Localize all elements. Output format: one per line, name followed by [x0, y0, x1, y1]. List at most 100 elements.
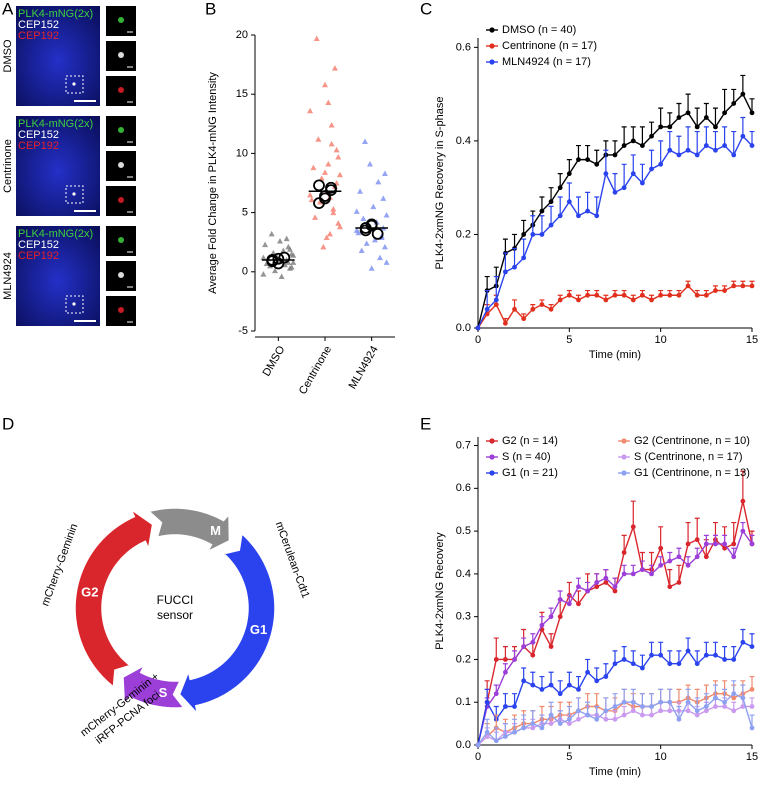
data-point	[612, 661, 618, 667]
channel-label: PLK4-mNG(2x)	[18, 8, 93, 20]
data-point	[503, 734, 508, 739]
data-point	[603, 575, 609, 581]
data-point	[640, 704, 645, 709]
cell-point	[322, 81, 328, 88]
data-point	[612, 588, 618, 594]
data-point	[557, 691, 563, 697]
data-point	[530, 639, 536, 645]
roi-box	[65, 185, 84, 204]
replicate-mean	[272, 257, 285, 270]
cell-point	[336, 223, 343, 230]
data-point	[731, 691, 737, 697]
legend-label: G2 (n = 14)	[502, 435, 558, 447]
data-point	[576, 297, 581, 303]
phase-label: M	[210, 523, 221, 538]
inset-signal	[118, 52, 124, 58]
inset-signal	[118, 162, 124, 168]
data-point	[503, 269, 508, 275]
data-point	[731, 657, 737, 662]
error-bar	[539, 215, 545, 235]
data-point	[512, 704, 517, 709]
data-point	[576, 686, 581, 692]
phase-label: G2	[81, 584, 98, 599]
cell-point	[278, 273, 285, 280]
cell-point	[325, 161, 332, 167]
error-bar	[566, 182, 572, 202]
error-bar	[493, 637, 499, 660]
data-point	[630, 171, 636, 177]
x-tick-label: DMSO	[261, 344, 288, 379]
data-point	[566, 199, 572, 205]
replicate-mean	[371, 228, 384, 240]
y-tick-label: 0.4	[456, 135, 471, 147]
error-bar	[712, 130, 718, 151]
data-point	[621, 292, 627, 298]
error-bar	[740, 470, 746, 502]
channel-label: CEP192	[18, 250, 59, 262]
data-point	[640, 665, 645, 671]
error-bar	[722, 88, 728, 113]
data-point	[557, 721, 563, 727]
data-point	[548, 199, 554, 205]
channel-label: CEP152	[18, 19, 59, 31]
data-point	[576, 213, 581, 219]
y-tick-label: 0.0	[456, 322, 471, 334]
y-tick-label: 5	[242, 207, 248, 219]
cell-point	[328, 121, 335, 128]
panel-label: B	[205, 0, 216, 18]
channel-label: PLK4-mNG(2x)	[18, 118, 93, 130]
channel-label: CEP152	[18, 239, 59, 251]
data-point	[667, 292, 673, 298]
data-point	[585, 208, 590, 214]
cell-point	[323, 234, 330, 240]
error-bar	[639, 126, 645, 146]
phase-arrow	[74, 507, 154, 689]
error-bar	[521, 238, 527, 258]
error-bar	[502, 252, 508, 272]
data-point	[749, 686, 755, 692]
error-bar	[630, 154, 636, 174]
data-point	[658, 699, 664, 705]
error-bar	[676, 564, 682, 583]
data-point	[713, 288, 718, 293]
data-point	[576, 584, 581, 590]
panel-label: A	[2, 0, 14, 18]
error-bar	[722, 126, 728, 146]
data-point	[722, 699, 727, 705]
cell-point	[262, 241, 269, 248]
data-point	[603, 171, 609, 177]
x-tick-label: 0	[475, 751, 481, 763]
micrograph	[16, 226, 100, 326]
y-tick-label: 0.4	[456, 568, 471, 580]
data-point	[740, 91, 746, 97]
data-point	[484, 729, 490, 735]
data-point	[694, 661, 700, 667]
error-bar	[731, 130, 737, 155]
data-point	[603, 297, 609, 303]
error-bar	[694, 130, 700, 155]
legend-label: G1 (Centrinone, n = 13)	[634, 467, 750, 479]
data-point	[667, 124, 673, 130]
data-point	[740, 133, 746, 139]
data-point	[603, 580, 609, 585]
channel-label: CEP192	[18, 30, 59, 42]
data-point	[530, 725, 536, 731]
data-point	[749, 143, 755, 148]
replicate-mean	[325, 181, 337, 194]
data-point	[576, 708, 581, 714]
roi-box	[65, 295, 84, 314]
replicate-mean	[365, 219, 378, 232]
data-point	[557, 614, 563, 620]
reporter-label: mCerulean-Cdt1	[273, 520, 312, 600]
error-bar	[712, 107, 718, 127]
legend-marker	[489, 470, 495, 476]
inset-signal	[118, 197, 124, 203]
data-point	[658, 124, 664, 130]
centrosome	[72, 302, 76, 306]
microscopy-panel: DMSOPLK4-mNG(2x)CEP152CEP192CentrinonePL…	[2, 6, 136, 326]
cell-point	[307, 191, 314, 198]
data-point	[548, 644, 554, 650]
y-tick-label: 0.1	[456, 696, 471, 708]
data-point	[667, 661, 673, 667]
